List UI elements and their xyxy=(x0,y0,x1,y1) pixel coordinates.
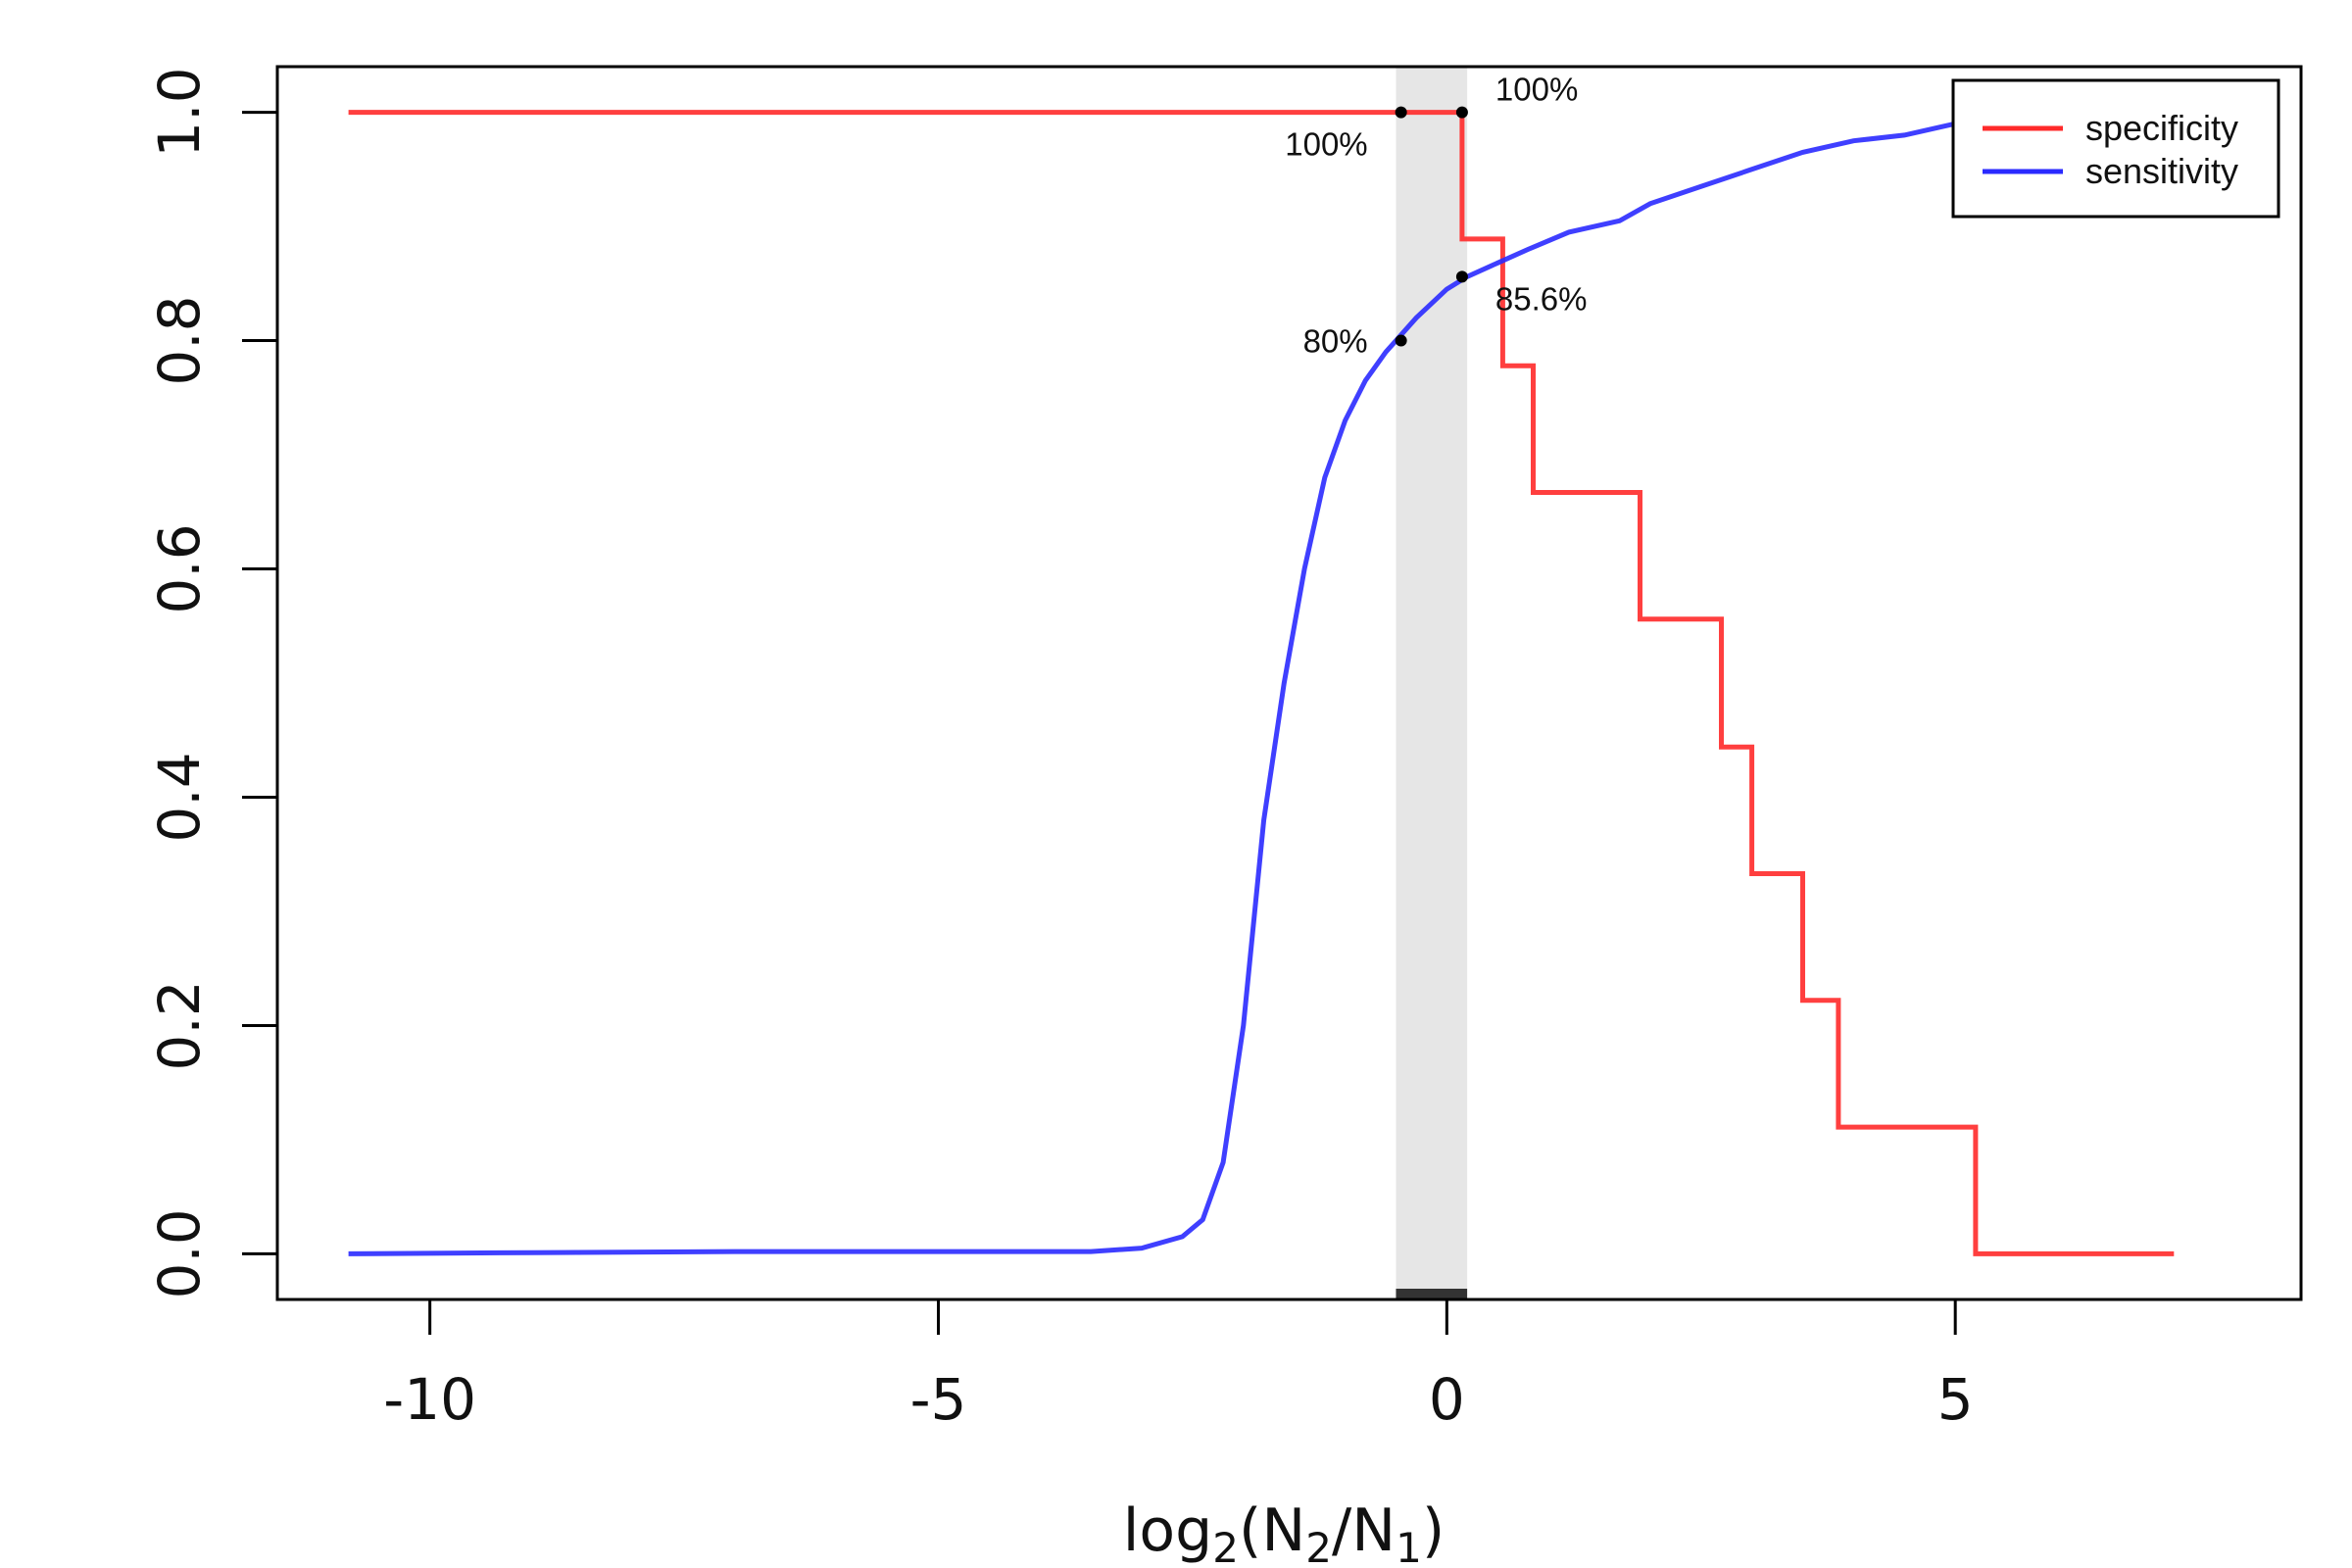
x-tick-label: 5 xyxy=(1937,1366,1974,1433)
y-tick-label: 0.8 xyxy=(146,295,213,385)
x-axis-title: log2(N2/N1) xyxy=(1123,1496,1446,1568)
x-tick-label: -10 xyxy=(383,1366,476,1433)
annotation-point xyxy=(1395,106,1407,119)
x-axis-title-prefix: log xyxy=(1123,1496,1212,1565)
x-axis-title-mid1: (N xyxy=(1239,1496,1305,1565)
annotation-label: 100% xyxy=(1495,72,1578,108)
y-tick-label: 0.2 xyxy=(146,980,213,1070)
sensitivity-line xyxy=(348,115,2007,1256)
y-tick-label: 0.4 xyxy=(146,752,213,842)
annotation-label: 85.6% xyxy=(1495,280,1588,317)
legend-box xyxy=(1951,78,2280,219)
x-axis-title-sub1: 2 xyxy=(1212,1524,1239,1568)
specificity-line xyxy=(348,110,2175,1256)
highlight-band-bar xyxy=(1396,1289,1468,1299)
series-layer xyxy=(348,110,2175,1256)
x-tick-label: 0 xyxy=(1429,1366,1465,1433)
annotation-point xyxy=(1395,334,1407,347)
x-axis-title-sub3: 1 xyxy=(1396,1524,1422,1568)
x-axis-title-sub2: 2 xyxy=(1305,1524,1332,1568)
axes-layer: -10 -5 0 5 0.0 0.2 0.4 0.6 0.8 1.0 xyxy=(146,67,1974,1433)
plot-frame xyxy=(275,65,2303,1301)
x-axis-title-suffix: ) xyxy=(1422,1496,1445,1565)
legend-label-sensitivity: sensitivity xyxy=(2085,151,2238,191)
annotation-point xyxy=(1455,270,1468,283)
x-axis-title-mid2: /N xyxy=(1332,1496,1396,1565)
annotation-label: 80% xyxy=(1303,323,1368,360)
y-tick-label: 0.0 xyxy=(146,1208,213,1298)
x-tick-label: -5 xyxy=(910,1366,967,1433)
annotation-label: 100% xyxy=(1285,126,1367,163)
legend-label-specificity: specificity xyxy=(2085,108,2238,148)
y-tick-label: 1.0 xyxy=(146,67,213,157)
highlight-band-layer xyxy=(1396,67,1468,1299)
y-tick-label: 0.6 xyxy=(146,523,213,613)
legend: specificity sensitivity xyxy=(1951,78,2280,219)
annotation-point xyxy=(1455,106,1468,119)
highlight-band xyxy=(1396,67,1468,1299)
annotation-points-layer: 100% 100% 80% 85.6% xyxy=(1285,72,1587,360)
